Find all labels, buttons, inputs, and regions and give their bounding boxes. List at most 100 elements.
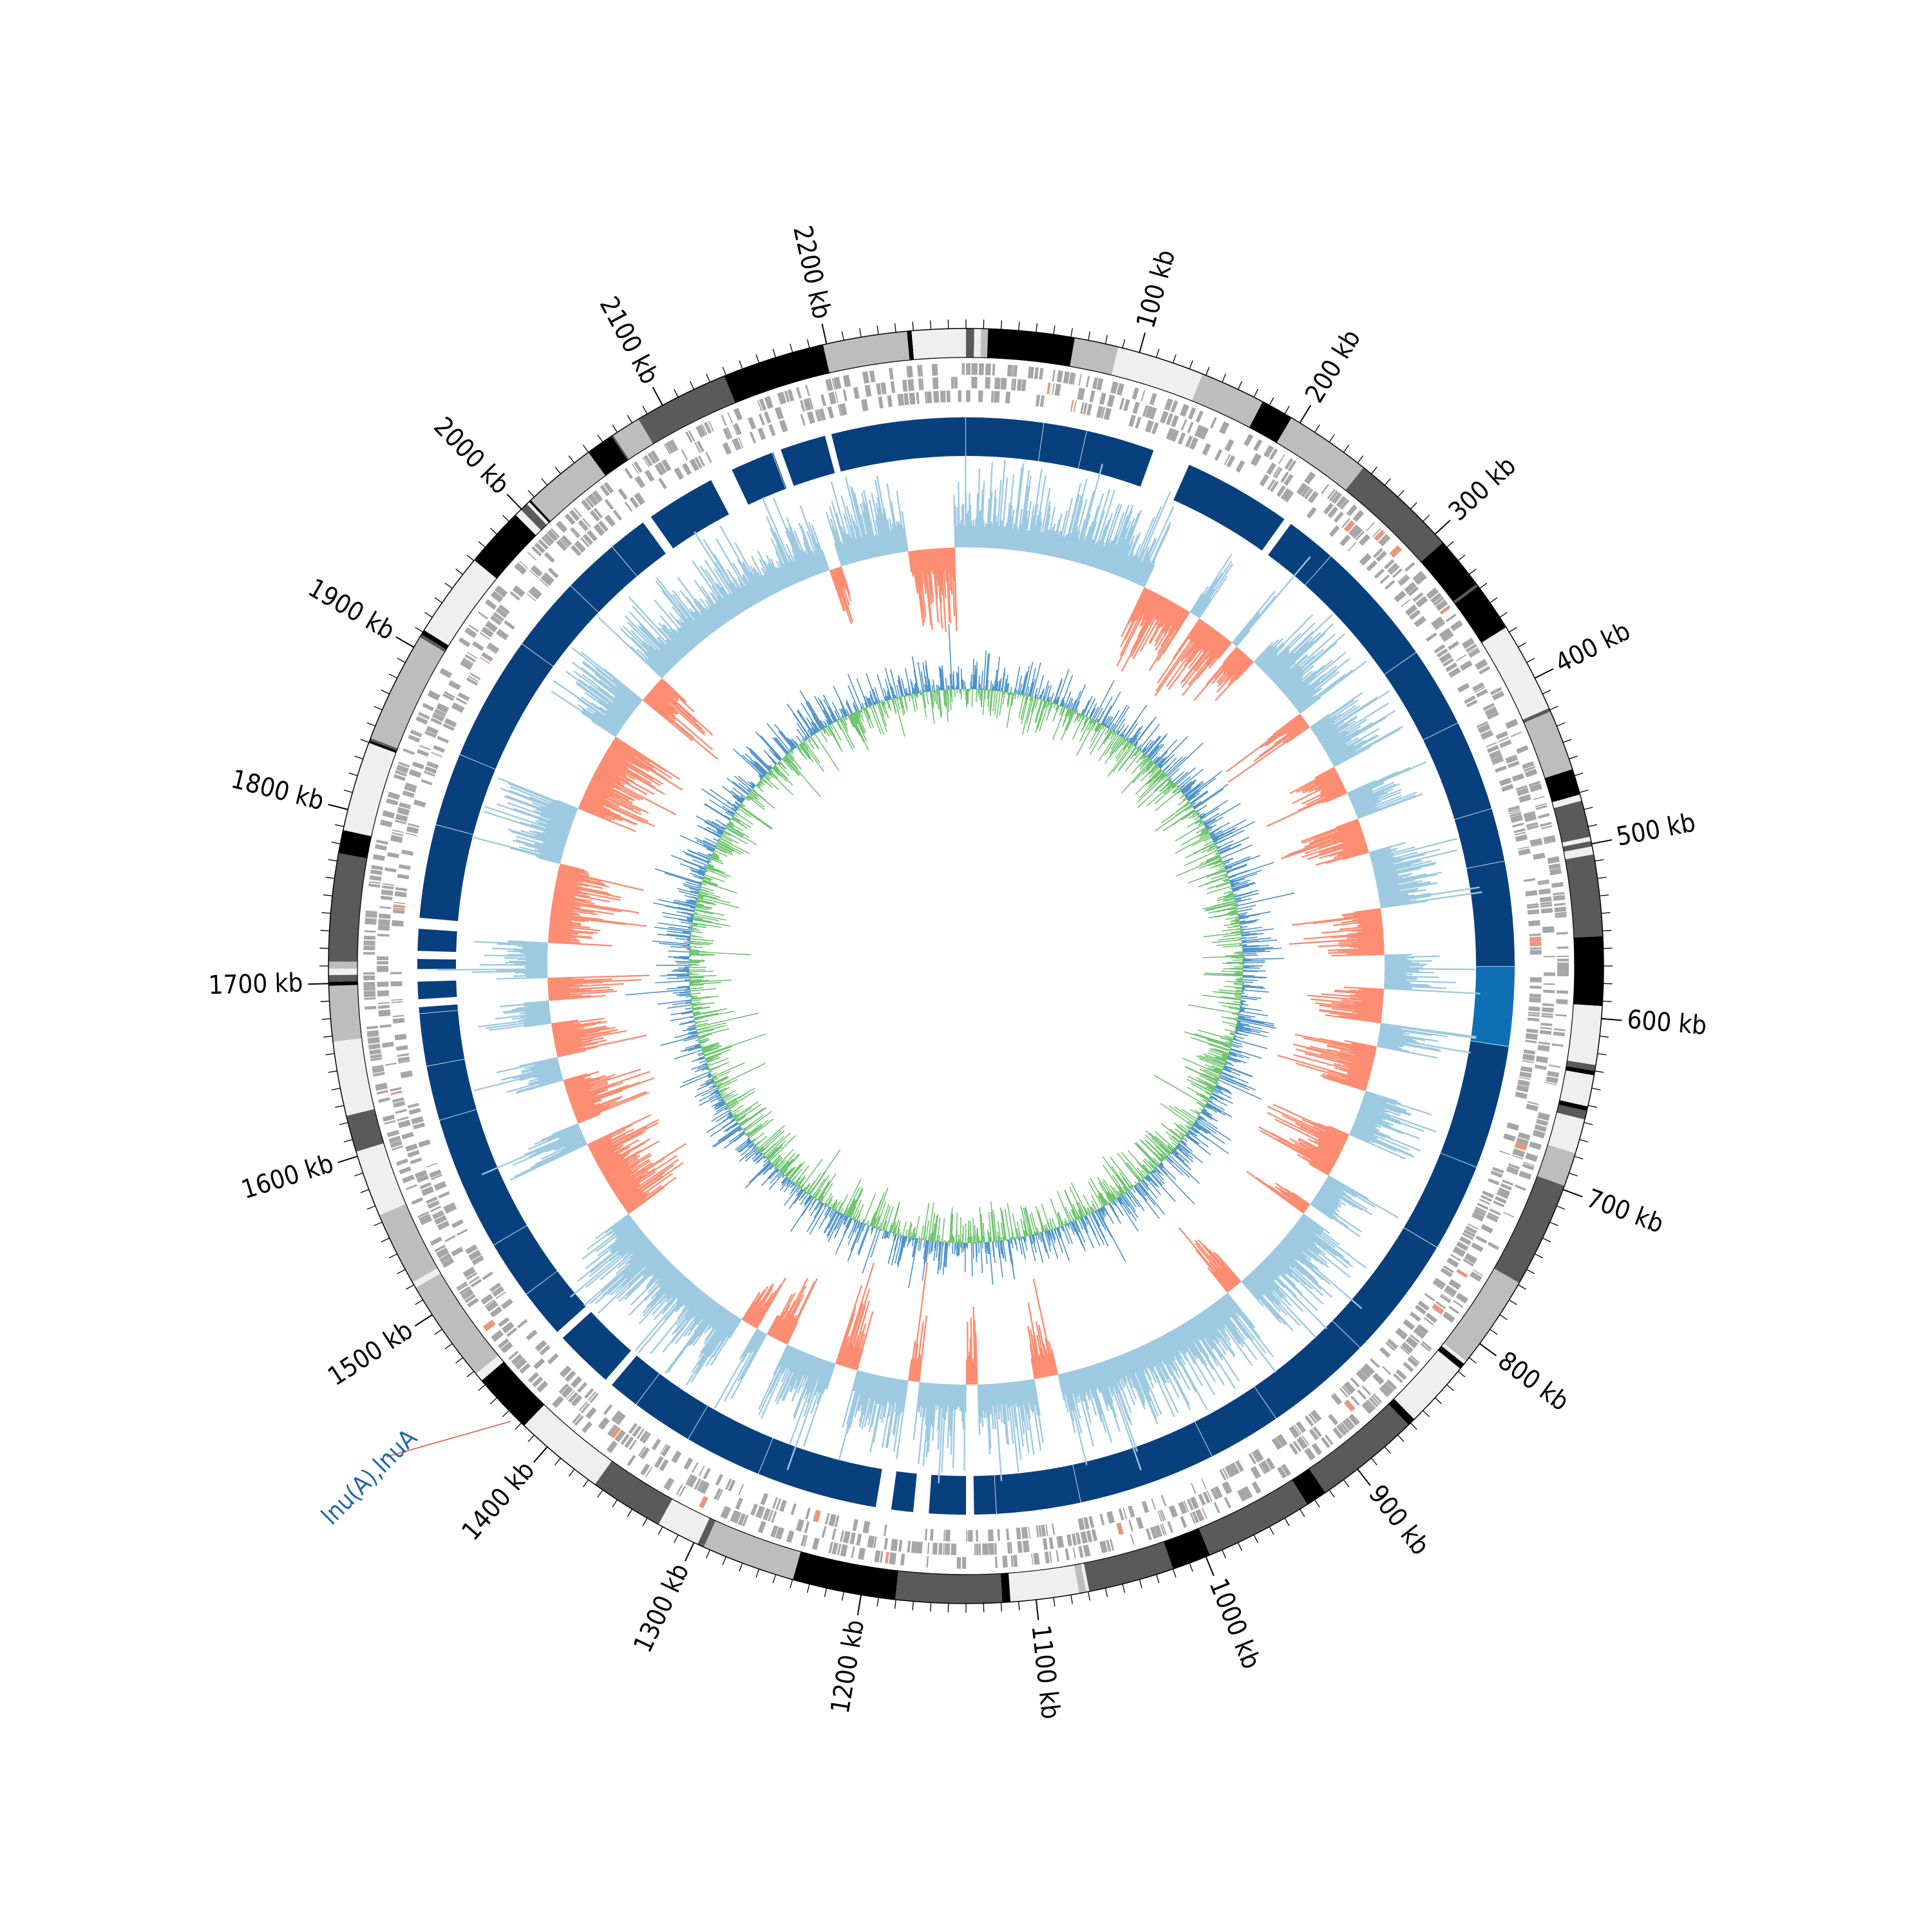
gc-bar-negative (548, 933, 592, 938)
skew-bar-positive (1115, 718, 1126, 734)
gene-block (1509, 810, 1521, 815)
gc-bar-positive (1372, 860, 1403, 869)
gene-block (1132, 401, 1140, 414)
gene-block (559, 1365, 572, 1378)
contig-segment (638, 375, 735, 444)
gc-bar-negative (1156, 599, 1169, 620)
gene-block (419, 1182, 431, 1189)
gc-bar-positive (686, 596, 714, 633)
gc-bar-negative (549, 925, 601, 932)
gc-bar-positive (710, 605, 725, 625)
gc-bar-positive (897, 522, 904, 553)
gene-block (1106, 1511, 1115, 1524)
contig-segment (697, 1518, 716, 1548)
skew-bar-negative (1167, 782, 1175, 790)
gene-block (1188, 407, 1197, 420)
gene-block (415, 715, 428, 725)
gc-bar-positive (492, 947, 548, 951)
gene-block (1555, 1014, 1567, 1017)
gene-block (1248, 1453, 1256, 1464)
skew-bar-negative (1211, 873, 1227, 880)
gc-bar-positive (1009, 509, 1015, 550)
gc-bar-negative (1217, 654, 1247, 687)
gc-bar-positive (1384, 982, 1429, 986)
minor-tick (1599, 1036, 1609, 1038)
gene-block (734, 1511, 742, 1524)
gc-bar-negative (611, 1167, 647, 1190)
gc-bar-positive (497, 943, 548, 947)
minor-tick (642, 406, 648, 414)
skew-bar-positive (994, 669, 998, 691)
contig-segment (424, 560, 497, 646)
skew-bar-positive (1188, 792, 1200, 802)
gene-block (587, 1391, 597, 1401)
gc-bar-negative (593, 773, 644, 800)
gc-bar-positive (791, 1354, 811, 1402)
gene-block (1508, 805, 1520, 811)
gc-bar-positive (1316, 1193, 1339, 1209)
gene-block (464, 627, 477, 638)
gene-block (482, 1271, 493, 1280)
gc-bar-positive (1350, 790, 1373, 801)
gene-block (1356, 1370, 1368, 1383)
gene-block (392, 829, 404, 833)
gene-block (1557, 972, 1569, 976)
gc-bar-negative (771, 1293, 796, 1338)
gene-block (1513, 828, 1526, 833)
skew-bar-negative (1049, 703, 1054, 712)
gc-bar-negative (1184, 624, 1209, 659)
gc-bar-negative (1341, 835, 1365, 844)
gc-bar-positive (507, 950, 548, 954)
gc-bar-negative (753, 1291, 777, 1328)
gc-bar-negative (1043, 1355, 1049, 1377)
gc-bar-positive (664, 1284, 696, 1321)
gc-bar-negative (775, 1300, 797, 1340)
gc-bar-positive (659, 649, 676, 667)
minor-tick (1579, 790, 1589, 793)
gene-block (1553, 1031, 1566, 1037)
gc-bar-positive (536, 808, 573, 824)
gc-bar-positive (732, 576, 752, 607)
gene-block (654, 1456, 664, 1468)
gc-bar-positive (500, 787, 576, 818)
gc-bar-positive (578, 679, 630, 718)
gc-bar-positive (1353, 788, 1402, 810)
gc-bar-negative (844, 1343, 853, 1367)
skew-bar-positive (1186, 770, 1222, 799)
gc-bar-positive (1362, 1099, 1402, 1115)
gc-bar-negative (553, 896, 575, 902)
skew-bar-negative (1216, 855, 1220, 858)
gc-bar-positive (1314, 705, 1360, 736)
gc-bar-negative (1189, 628, 1215, 663)
gc-bar-positive (597, 1253, 663, 1314)
gc-bar-positive (630, 1263, 672, 1306)
gc-bar-negative (1340, 1056, 1373, 1066)
minor-tick (1490, 1329, 1498, 1335)
gc-bar-negative (915, 1321, 924, 1382)
gc-bar-positive (528, 1072, 562, 1083)
gene-block (624, 1436, 634, 1448)
gc-bar-negative (556, 878, 589, 887)
gene-block (1005, 392, 1011, 404)
skew-bar-positive (1089, 707, 1095, 719)
gc-bar-positive (970, 520, 972, 548)
gc-bar-positive (1108, 509, 1133, 573)
gc-bar-positive (1093, 519, 1110, 568)
skew-bar-positive (1016, 689, 1018, 694)
gc-bar-negative (1217, 653, 1245, 685)
gene-block (821, 1526, 827, 1538)
gene-block (1548, 860, 1560, 864)
gene-block (805, 1508, 811, 1520)
gene-block (808, 397, 814, 410)
homology-block (526, 1271, 586, 1332)
gc-bar-positive (994, 521, 998, 549)
gc-bar-positive (1364, 1094, 1397, 1106)
gc-bar-negative (943, 547, 946, 570)
gc-bar-positive (534, 843, 564, 853)
gene-block (828, 392, 837, 404)
gc-bar-positive (1268, 652, 1294, 677)
gc-bar-positive (504, 957, 548, 960)
gene-block (1439, 652, 1452, 664)
gc-bar-positive (697, 601, 719, 629)
gc-bar-negative (619, 1188, 638, 1202)
